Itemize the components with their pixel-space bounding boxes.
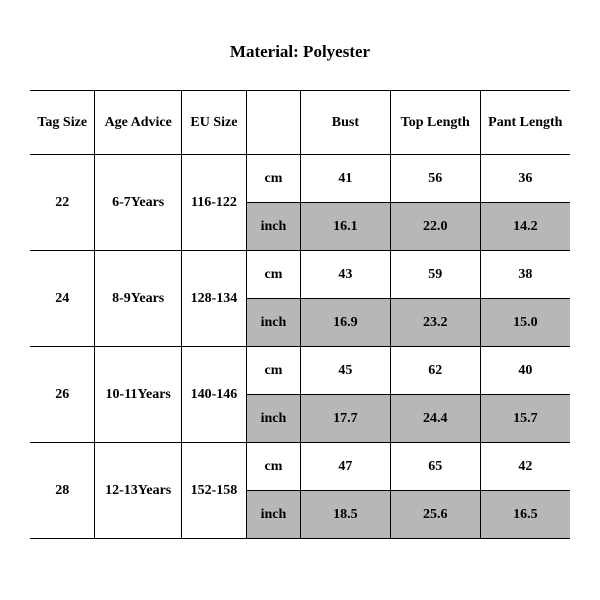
cell-pant-length-inch: 15.0 — [480, 299, 570, 347]
cell-bust-cm: 41 — [301, 155, 391, 203]
col-bust: Bust — [301, 91, 391, 155]
cell-top-length-inch: 23.2 — [390, 299, 480, 347]
cell-unit-inch: inch — [246, 491, 300, 539]
cell-age-advice: 8-9Years — [95, 251, 182, 347]
cell-eu-size: 152-158 — [181, 443, 246, 539]
cell-top-length-cm: 65 — [390, 443, 480, 491]
col-tag-size: Tag Size — [30, 91, 95, 155]
table-row: 2610-11Years140-146cm456240 — [30, 347, 570, 395]
cell-tag-size: 22 — [30, 155, 95, 251]
col-top-length: Top Length — [390, 91, 480, 155]
cell-bust-cm: 47 — [301, 443, 391, 491]
cell-age-advice: 10-11Years — [95, 347, 182, 443]
table-body: 226-7Years116-122cm415636inch16.122.014.… — [30, 155, 570, 539]
cell-unit-cm: cm — [246, 347, 300, 395]
cell-tag-size: 26 — [30, 347, 95, 443]
table-row: 248-9Years128-134cm435938 — [30, 251, 570, 299]
cell-eu-size: 140-146 — [181, 347, 246, 443]
cell-top-length-inch: 22.0 — [390, 203, 480, 251]
cell-bust-inch: 17.7 — [301, 395, 391, 443]
size-table: Tag Size Age Advice EU Size Bust Top Len… — [30, 90, 570, 539]
cell-age-advice: 12-13Years — [95, 443, 182, 539]
table-header-row: Tag Size Age Advice EU Size Bust Top Len… — [30, 91, 570, 155]
cell-pant-length-cm: 40 — [480, 347, 570, 395]
cell-pant-length-inch: 14.2 — [480, 203, 570, 251]
cell-bust-inch: 16.9 — [301, 299, 391, 347]
cell-pant-length-cm: 42 — [480, 443, 570, 491]
cell-unit-inch: inch — [246, 299, 300, 347]
cell-unit-cm: cm — [246, 443, 300, 491]
col-eu-size: EU Size — [181, 91, 246, 155]
cell-pant-length-cm: 36 — [480, 155, 570, 203]
cell-tag-size: 28 — [30, 443, 95, 539]
col-age-advice: Age Advice — [95, 91, 182, 155]
cell-top-length-inch: 24.4 — [390, 395, 480, 443]
cell-bust-inch: 16.1 — [301, 203, 391, 251]
cell-pant-length-cm: 38 — [480, 251, 570, 299]
cell-pant-length-inch: 15.7 — [480, 395, 570, 443]
table-row: 226-7Years116-122cm415636 — [30, 155, 570, 203]
cell-eu-size: 116-122 — [181, 155, 246, 251]
table-row: 2812-13Years152-158cm476542 — [30, 443, 570, 491]
cell-bust-cm: 43 — [301, 251, 391, 299]
cell-unit-inch: inch — [246, 395, 300, 443]
col-pant-length: Pant Length — [480, 91, 570, 155]
cell-top-length-cm: 56 — [390, 155, 480, 203]
cell-top-length-inch: 25.6 — [390, 491, 480, 539]
cell-pant-length-inch: 16.5 — [480, 491, 570, 539]
page-title: Material: Polyester — [30, 42, 570, 62]
cell-tag-size: 24 — [30, 251, 95, 347]
cell-bust-cm: 45 — [301, 347, 391, 395]
cell-unit-cm: cm — [246, 251, 300, 299]
col-unit — [246, 91, 300, 155]
cell-top-length-cm: 59 — [390, 251, 480, 299]
cell-bust-inch: 18.5 — [301, 491, 391, 539]
cell-age-advice: 6-7Years — [95, 155, 182, 251]
page: Material: Polyester Tag Size Age Advice … — [0, 0, 600, 539]
cell-eu-size: 128-134 — [181, 251, 246, 347]
cell-unit-inch: inch — [246, 203, 300, 251]
cell-top-length-cm: 62 — [390, 347, 480, 395]
cell-unit-cm: cm — [246, 155, 300, 203]
